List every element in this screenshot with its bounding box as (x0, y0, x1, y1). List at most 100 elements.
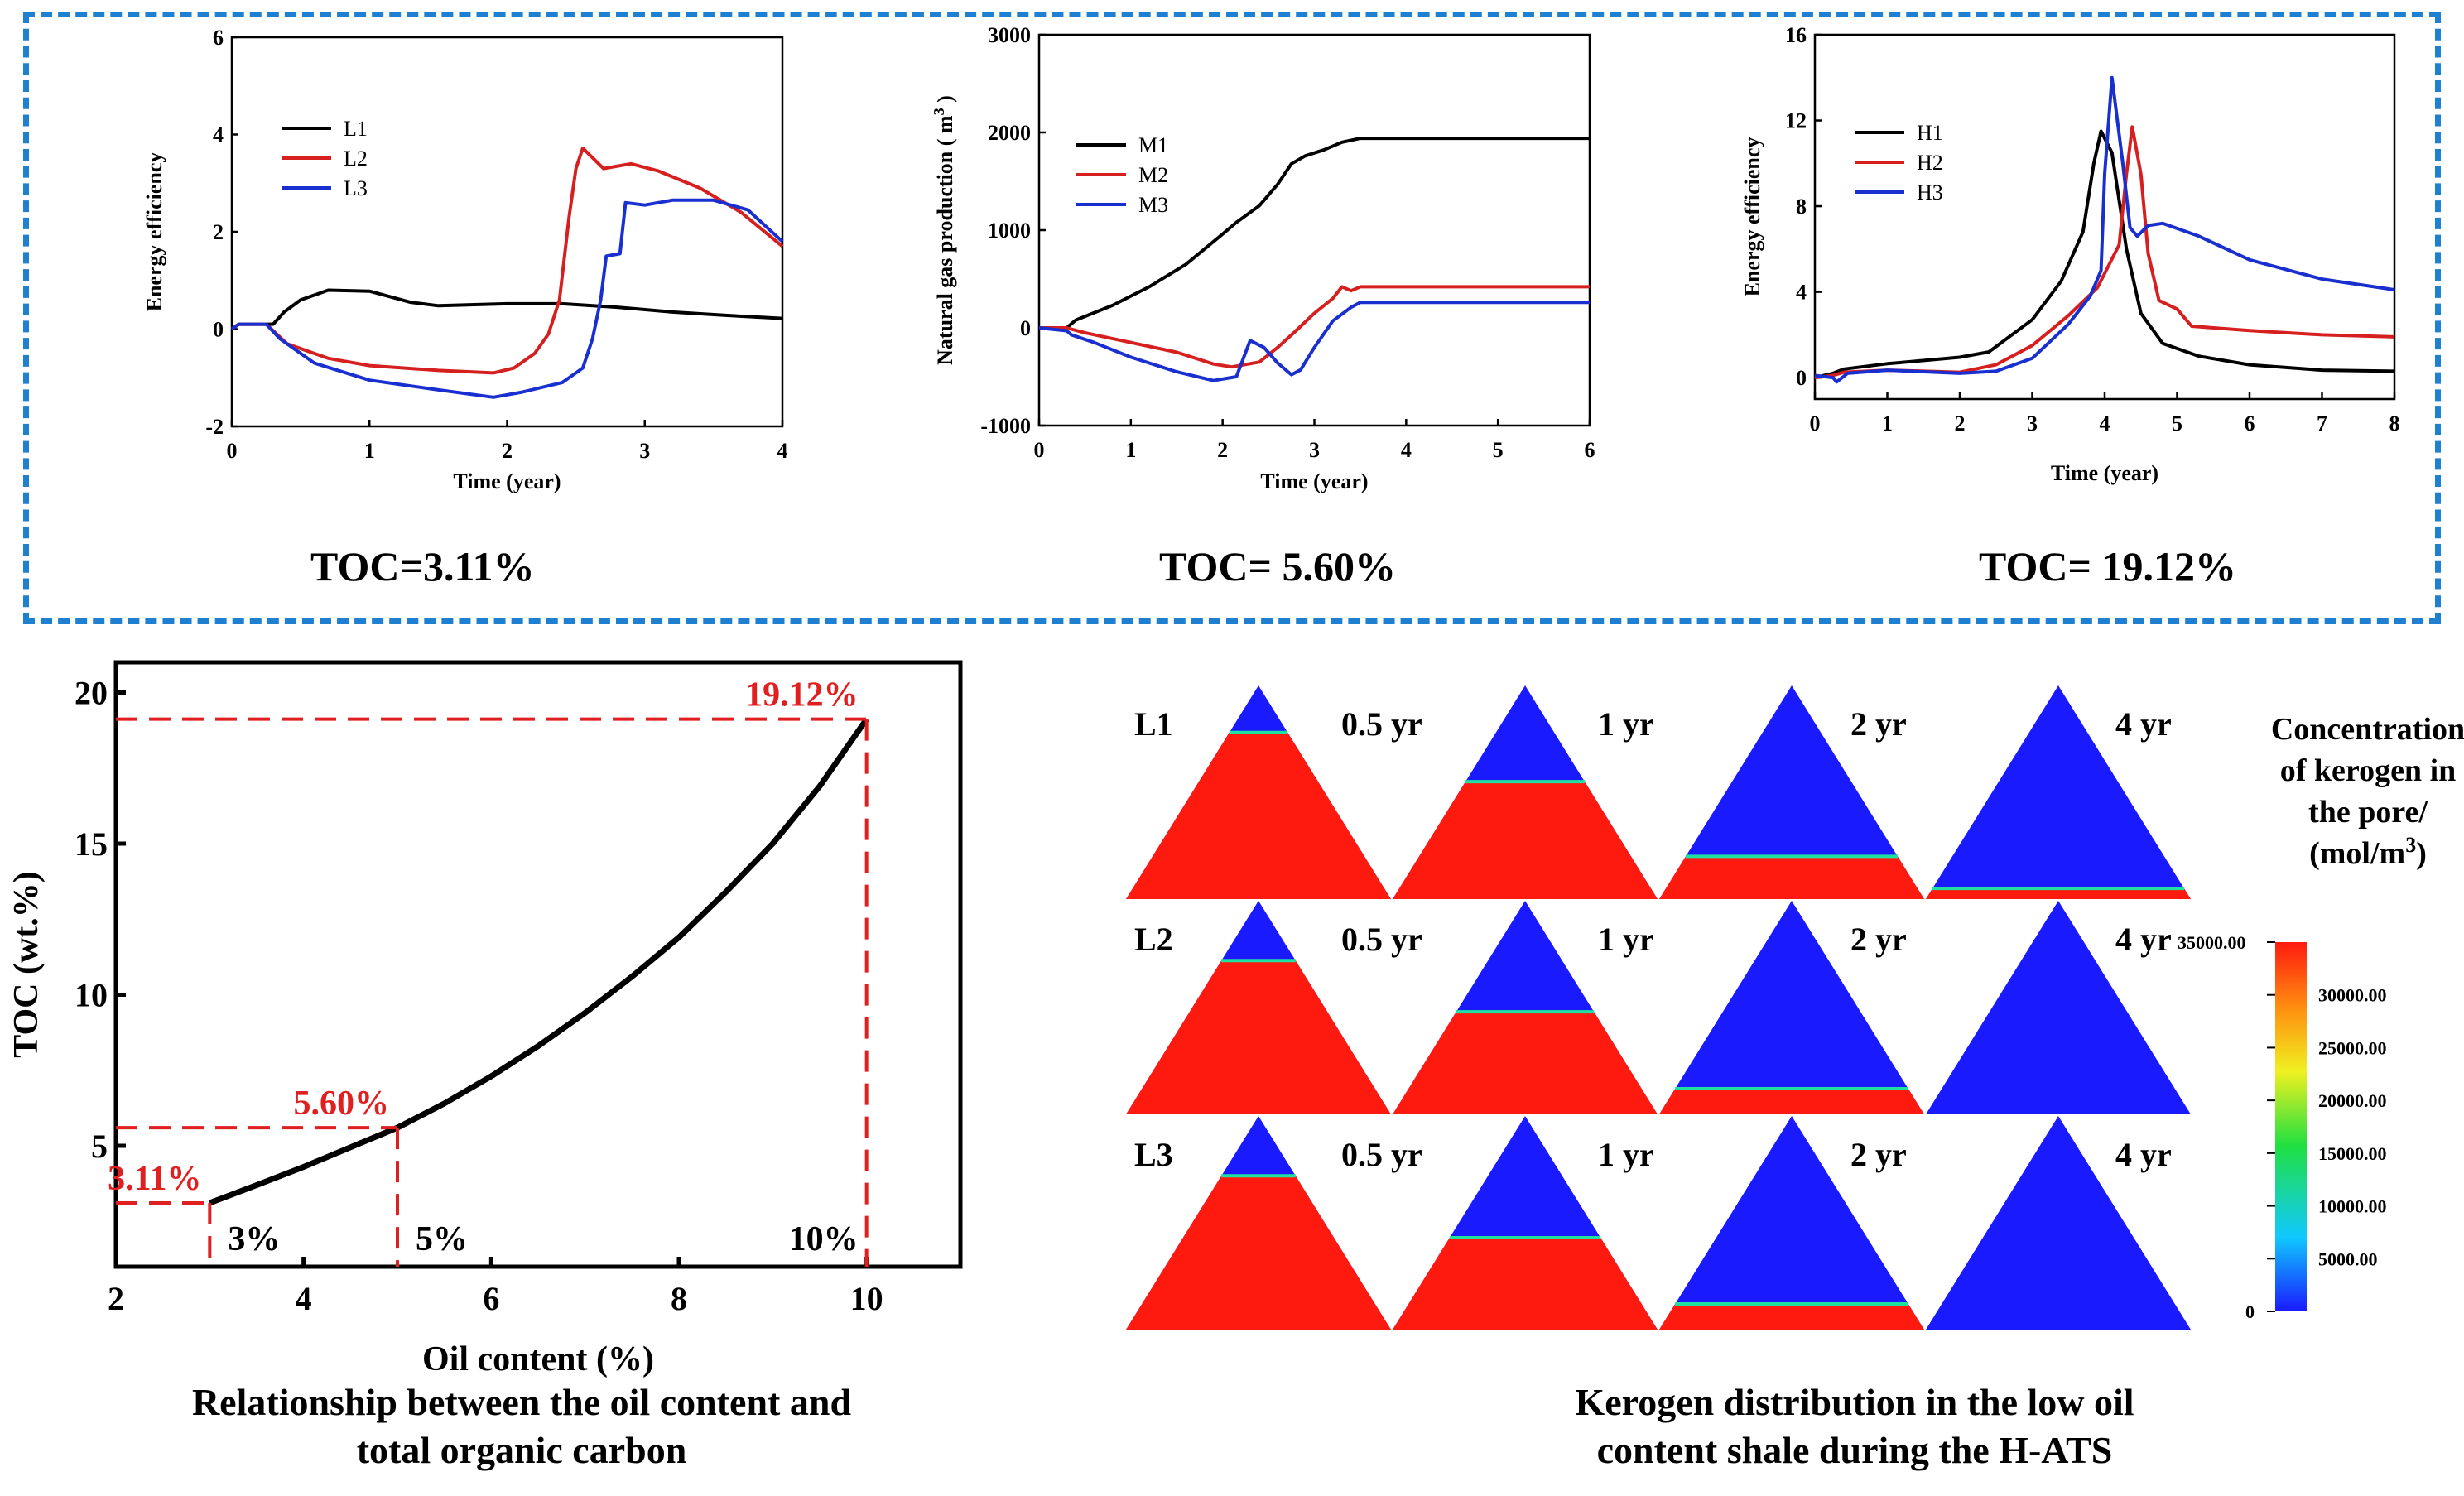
time-label: 2 yr (1850, 921, 1907, 958)
legend-label-M1: M1 (1138, 133, 1168, 157)
colorbar-tick-label: 25000.00 (2318, 1037, 2387, 1058)
series-line-H3 (1814, 75, 2395, 384)
toc-high-label: TOC= 19.12% (1979, 543, 2236, 589)
kerogen-remaining-region (1926, 888, 2191, 899)
kerogen-remaining-region (1126, 960, 1391, 1114)
x-tick-label: 6 (483, 1280, 499, 1317)
x-tick-label: 1 (1125, 438, 1136, 462)
colorbar-ticks: 35000.00 30000.00 25000.00 20000.00 15000.00… (2178, 932, 2387, 1322)
series-line-M1 (1039, 137, 1590, 330)
time-label: 2 yr (1850, 705, 1907, 743)
kerogen-triangle (1659, 1116, 1924, 1330)
y-tick-label: 1000 (988, 219, 1031, 243)
time-label: 4 yr (2115, 1136, 2172, 1173)
x-tick-label: 7 (2317, 411, 2327, 435)
x-tick-label: 2 (108, 1280, 124, 1317)
kerogen-caption: Kerogen distribution in the low oil cont… (1358, 1378, 2351, 1474)
series-line-M3 (1038, 301, 1590, 382)
series-line-TOC (209, 717, 869, 1206)
y-tick-label: 8 (1796, 195, 1807, 219)
series-line-L3 (230, 198, 784, 399)
x-tick-label: 0 (1034, 438, 1045, 462)
toc-low-label: TOC=3.11% (310, 543, 535, 589)
kerogen-remaining-region (1659, 1304, 1924, 1330)
y-tick-label: 4 (1796, 281, 1807, 305)
legend-label-M2: M2 (1138, 163, 1168, 187)
annotation-x-label: 5% (416, 1220, 468, 1258)
y-tick-label: 4 (213, 123, 224, 147)
kerogen-remaining-region (1393, 782, 1658, 899)
x-tick-label: 3 (1309, 438, 1320, 462)
y-tick-label: 0 (1020, 316, 1031, 340)
series-line-L1 (230, 288, 783, 331)
kerogen-remaining-region (1393, 1012, 1658, 1114)
x-tick-label: 6 (2245, 411, 2255, 435)
x-axis-label: Time (year) (453, 469, 561, 493)
colorbar-title-2: of kerogen in (2280, 753, 2457, 788)
y-tick-label: 10 (75, 977, 108, 1014)
colorbar-title-3: the pore/ (2308, 795, 2428, 830)
toc-vs-oil-content-chart: 2 4 6 8 10 5 10 15 20 Oil content (%) TOC (wt.%) 3.… (7, 660, 963, 1378)
colorbar-tick-label: 0 (2245, 1301, 2255, 1322)
top-panel-frame (23, 12, 2441, 624)
y-tick-label: 12 (1785, 109, 1807, 133)
plot-frame (1037, 33, 1591, 427)
y-tick-label: 2000 (988, 121, 1031, 145)
annotation-value: 19.12% (745, 676, 859, 714)
series-line-L2 (230, 146, 784, 375)
colorbar-tick-label: 10000.00 (2318, 1196, 2387, 1217)
colorbar-tick-label: 15000.00 (2318, 1143, 2387, 1164)
time-label: 0.5 yr (1341, 705, 1422, 743)
x-axis-label: Time (year) (1260, 469, 1368, 493)
annotation-x-label: 10% (789, 1220, 859, 1258)
y-axis-label: Energy efficiency (1740, 137, 1764, 297)
x-tick-label: 4 (2100, 411, 2110, 435)
kerogen-remaining-region (1659, 856, 1924, 899)
time-label: 1 yr (1598, 705, 1654, 743)
x-tick-label: 10 (850, 1280, 883, 1317)
time-label: 4 yr (2115, 705, 2172, 743)
colorbar-title-1: Concentration (2271, 712, 2464, 747)
toc-caption: Relationship between the oil content and… (50, 1378, 994, 1474)
annotation-value: 3.11% (108, 1160, 201, 1198)
kerogen-caption-line1: Kerogen distribution in the low oil (1575, 1381, 2134, 1423)
colorbar-tick-label: 5000.00 (2318, 1248, 2378, 1269)
x-tick-label: 5 (2172, 411, 2182, 435)
kerogen-triangle (1659, 685, 1924, 899)
legend-label-L2: L2 (344, 147, 368, 171)
y-tick-label: 0 (213, 318, 224, 342)
row-label-L3: L3 (1134, 1136, 1173, 1173)
plot-frame (113, 660, 963, 1269)
x-tick-label: 1 (364, 439, 375, 463)
x-tick-label: 2 (1955, 411, 1966, 435)
y-tick-label: 15 (75, 825, 108, 863)
y-tick-label: 6 (213, 26, 224, 50)
annotation-x-label: 3% (228, 1220, 280, 1258)
x-tick-label: 8 (2389, 411, 2400, 435)
toc-mid-label: TOC= 5.60% (1159, 543, 1396, 589)
kerogen-remaining-region (1126, 1176, 1391, 1330)
row-label-L2: L2 (1134, 921, 1173, 958)
toc-caption-line2: total organic carbon (356, 1429, 687, 1471)
kerogen-remaining-region (1659, 1089, 1924, 1114)
y-axis-label: TOC (wt.%) (7, 871, 46, 1058)
y-tick-label: 2 (213, 220, 224, 244)
toc-caption-line1: Relationship between the oil content and (191, 1381, 852, 1423)
kerogen-triangle (1659, 901, 1924, 1114)
x-tick-label: 8 (671, 1280, 687, 1317)
y-axis-label: Energy efficiency (142, 152, 166, 312)
x-tick-label: 3 (2027, 411, 2038, 435)
kerogen-distribution-grid: L1 0.5 yr 1 yr 2 yr 4 yr L2 0.5 yr 1 yr 2 yr 4 yr… (1126, 685, 2191, 1330)
time-label: 4 yr (2115, 921, 2172, 958)
x-axis-label: Oil content (%) (422, 1340, 654, 1378)
time-label: 1 yr (1598, 921, 1654, 958)
series-line-H1 (1814, 129, 2395, 380)
time-label: 0.5 yr (1341, 921, 1422, 958)
x-tick-label: 0 (1810, 411, 1821, 435)
legend-label-H2: H2 (1917, 151, 1943, 175)
colorbar-title-4: (mol/m3) (2309, 833, 2427, 871)
kerogen-triangle (1926, 901, 2191, 1114)
x-tick-label: 2 (1217, 438, 1228, 462)
